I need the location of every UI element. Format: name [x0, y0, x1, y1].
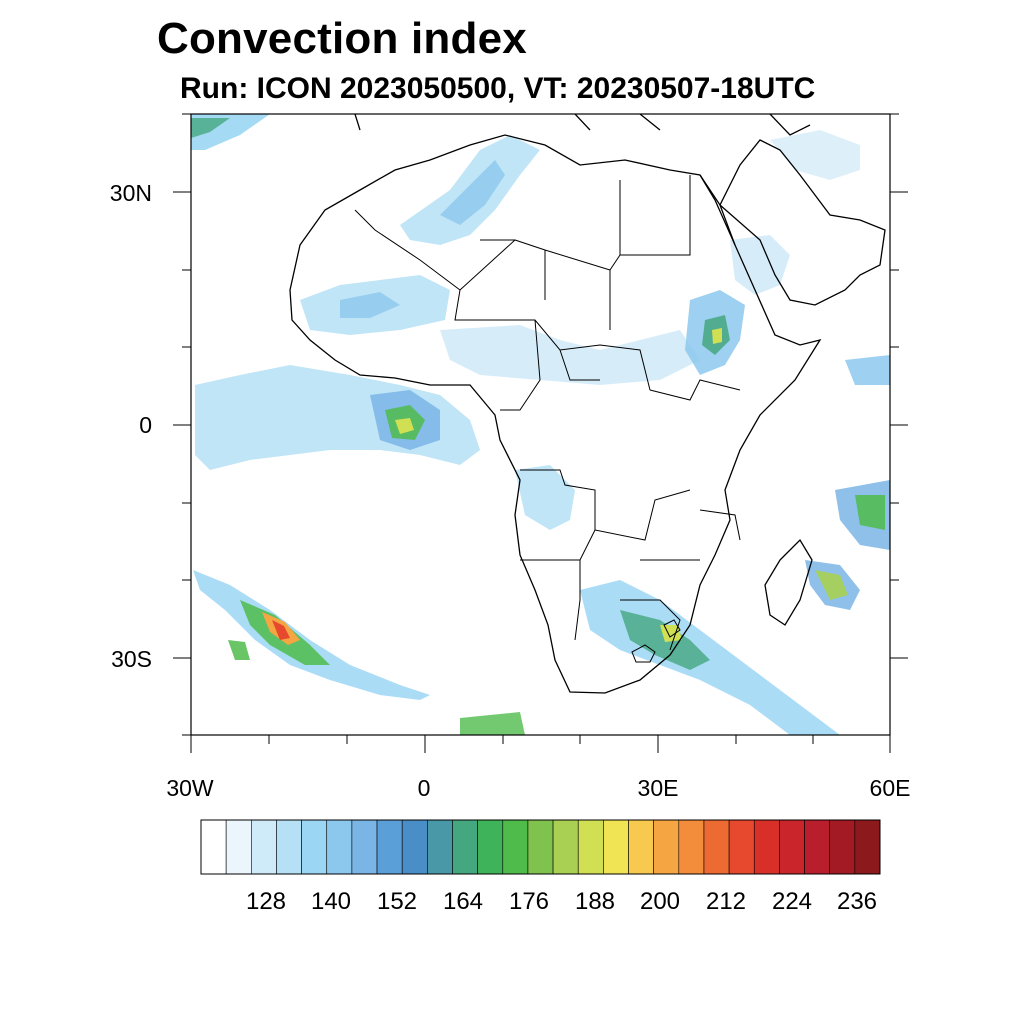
colorbar-swatch: [829, 819, 856, 875]
convection-area-sw-atlantic: [193, 570, 430, 700]
colorbar-swatch: [401, 819, 428, 875]
africa-coastline: [289, 134, 822, 694]
colorbar-label-164: 164: [442, 888, 484, 915]
madagascar-coastline: [764, 538, 813, 626]
colorbar-swatch: [527, 819, 554, 875]
colorbar-swatch: [225, 819, 252, 875]
convection-area-east-indian-north: [845, 355, 890, 385]
border-lines-south: [520, 469, 741, 651]
colorbar-swatch: [427, 819, 453, 875]
colorbar-swatch: [502, 819, 529, 875]
colorbar-label-212: 212: [705, 888, 747, 915]
coastlines: [289, 114, 886, 694]
mediterranean-north: [354, 114, 811, 136]
colorbar-swatch: [753, 819, 780, 875]
border-lines-central: [454, 289, 741, 411]
convection-area-madagascar-core: [815, 570, 848, 600]
axis-ticks: [173, 113, 908, 753]
convection-area-sw-atlantic-peak: [272, 620, 290, 640]
convection-area-sahel-core: [340, 292, 400, 318]
colorbar-swatch: [653, 819, 680, 875]
convection-area-nw-core: [191, 118, 230, 138]
lon-label-30w: 30W: [166, 775, 214, 801]
colorbar-swatch: [351, 819, 378, 875]
colorbar-frame: [200, 819, 881, 875]
colorbar-swatch: [854, 819, 881, 875]
convection-area-guinea-peak: [395, 418, 414, 434]
lesotho-border: [631, 644, 656, 663]
lon-label-0: 0: [417, 775, 431, 801]
colorbar-swatch: [703, 819, 730, 875]
colorbar-label-200: 200: [639, 888, 681, 915]
border-lines-north: [354, 175, 691, 330]
chart-subtitle: Run: ICON 2023050500, VT: 20230507-18UTC: [180, 72, 816, 105]
colorbar-swatch: [452, 819, 478, 875]
colorbar-label-128: 128: [245, 888, 287, 915]
country-borders: [354, 175, 741, 663]
colorbar-swatch: [477, 819, 504, 875]
colorbar-swatch: [326, 819, 353, 875]
lon-label-60e: 60E: [869, 775, 911, 801]
colorbar-swatch: [301, 819, 328, 875]
colorbar-swatch: [779, 819, 805, 875]
arabia-coastline: [719, 139, 886, 306]
colorbar-label-176: 176: [508, 888, 550, 915]
lat-label-equator: 0: [139, 412, 152, 438]
convection-area-arabia-north: [770, 130, 860, 180]
colorbar-swatch: [552, 819, 579, 875]
colorbar-swatch: [728, 819, 755, 875]
colorbar-swatch: [276, 819, 302, 875]
colorbar-swatch: [804, 819, 831, 875]
convection-area-angola: [515, 465, 575, 530]
convection-area-south-bottom: [460, 712, 525, 735]
colorbar-swatch: [577, 819, 604, 875]
colorbar-swatch: [603, 819, 629, 875]
convection-area-ethiopia-peak: [712, 328, 722, 344]
eswatini-border: [663, 619, 681, 638]
convection-area-south-africa: [580, 580, 840, 735]
colorbar-label-152: 152: [376, 888, 418, 915]
colorbar-label-140: 140: [310, 888, 352, 915]
convection-area-central: [440, 325, 700, 385]
colorbar-swatch: [628, 819, 654, 875]
colorbar-swatch: [200, 819, 227, 875]
chart-title: Convection index: [157, 14, 527, 63]
colorbar-swatch: [678, 819, 705, 875]
convection-area-arabia: [730, 235, 790, 295]
convection-field: [191, 114, 890, 735]
colorbar-label-188: 188: [574, 888, 616, 915]
colorbar: [200, 819, 881, 875]
lat-label-30s: 30S: [111, 646, 152, 672]
colorbar-swatch: [251, 819, 277, 875]
colorbar-swatch: [376, 819, 403, 875]
colorbar-label-236: 236: [836, 888, 878, 915]
convection-area-sw-atlantic-patch: [228, 640, 250, 660]
convection-area-sahara-core: [440, 160, 505, 225]
red-sea-west: [699, 174, 736, 246]
lon-label-30e: 30E: [637, 775, 679, 801]
colorbar-label-224: 224: [771, 888, 813, 915]
convection-area-east-indian-core: [855, 495, 885, 530]
lat-label-30n: 30N: [109, 180, 152, 206]
